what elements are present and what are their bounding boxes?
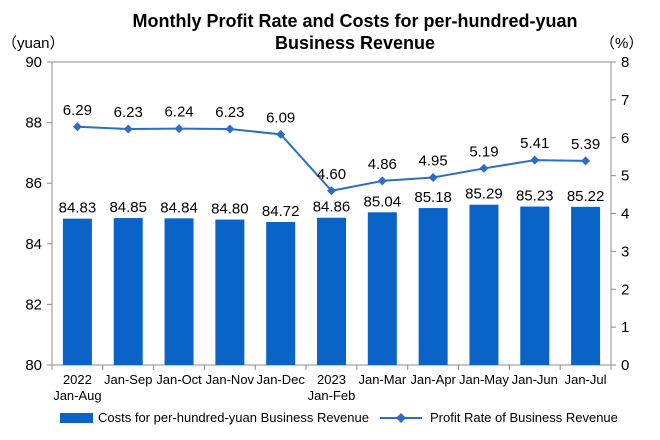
x-tick-label: Jan-Sep — [104, 372, 152, 387]
chart-title-line-1: Monthly Profit Rate and Costs for per-hu… — [132, 11, 577, 31]
bar-value-label: 84.86 — [313, 199, 351, 216]
bar — [520, 206, 550, 365]
bar-value-label: 84.72 — [262, 203, 300, 220]
line-marker — [530, 155, 540, 165]
chart-title-line-2: Business Revenue — [275, 33, 435, 53]
left-axis-unit: （yuan） — [2, 35, 65, 52]
right-tick-label: 5 — [621, 168, 629, 185]
bar — [418, 208, 448, 365]
right-tick-label: 2 — [621, 281, 629, 298]
line-series — [72, 122, 591, 196]
bar-value-label: 85.23 — [516, 188, 554, 205]
line-value-label: 6.09 — [266, 109, 295, 126]
x-tick-label: Jan-Jun — [512, 372, 558, 387]
line-value-label: 6.23 — [114, 104, 143, 121]
line-marker — [276, 129, 286, 139]
line-value-label: 6.23 — [215, 104, 244, 121]
line-marker — [225, 124, 235, 134]
line-value-label: 4.86 — [368, 156, 397, 173]
x-tick-label: Jan-Jul — [565, 372, 607, 387]
bar-value-label: 84.83 — [59, 200, 97, 217]
right-tick-label: 6 — [621, 130, 629, 147]
right-tick-label: 7 — [621, 92, 629, 109]
x-tick-label: Jan-Apr — [410, 372, 456, 387]
legend-line-label: Profit Rate of Business Revenue — [430, 410, 618, 425]
right-axis-unit: （%） — [600, 35, 643, 52]
bar-value-label: 84.85 — [109, 199, 147, 216]
right-tick-label: 1 — [621, 319, 629, 336]
line-marker — [428, 173, 438, 183]
left-tick-label: 82 — [25, 296, 42, 313]
left-tick-label: 84 — [25, 236, 42, 253]
x-tick-label: 2022 Jan-Aug — [53, 372, 101, 403]
legend: Costs for per-hundred-yuan Business Reve… — [60, 410, 618, 425]
bar — [113, 218, 143, 365]
bar-value-label: 85.29 — [465, 186, 503, 203]
bar-value-label: 85.04 — [364, 193, 402, 210]
x-tick-label: 2023 Jan-Feb — [308, 372, 356, 403]
right-tick-label: 4 — [621, 206, 629, 223]
bar — [62, 218, 92, 365]
x-tick-label: Jan-Dec — [256, 372, 305, 387]
bar-value-label: 85.18 — [414, 189, 452, 206]
bar — [215, 219, 245, 365]
left-tick-label: 86 — [25, 175, 42, 192]
left-tick-label: 90 — [25, 54, 42, 71]
bar — [469, 204, 499, 365]
line-value-label: 5.39 — [571, 136, 600, 153]
line-value-label: 6.29 — [63, 102, 92, 119]
right-tick-label: 8 — [621, 54, 629, 71]
line-value-label: 5.19 — [469, 143, 498, 160]
line-marker — [327, 186, 336, 196]
bar — [266, 221, 296, 365]
bar-value-label: 84.80 — [211, 201, 249, 218]
x-tick-label: Jan-Oct — [156, 372, 202, 387]
line-marker — [72, 122, 82, 132]
x-tick-label: Jan-Mar — [358, 372, 406, 387]
x-tick-label: Jan-May — [459, 372, 509, 387]
right-tick-label: 0 — [621, 357, 629, 374]
left-tick-label: 88 — [25, 115, 42, 132]
line-value-label: 4.60 — [317, 166, 346, 183]
line-marker — [123, 124, 133, 134]
line-marker — [479, 163, 489, 173]
legend-bar-label: Costs for per-hundred-yuan Business Reve… — [98, 410, 369, 425]
left-tick-label: 80 — [25, 357, 42, 374]
data-labels: 84.83 84.85 84.84 84.80 84.72 84.86 85.04 85.18… — [59, 102, 605, 220]
bar-value-label: 84.84 — [160, 199, 198, 216]
line-value-label: 6.24 — [164, 104, 193, 121]
line-marker — [581, 156, 591, 166]
bar — [571, 206, 601, 365]
bar — [317, 217, 346, 365]
line-marker — [174, 124, 184, 134]
bar — [367, 212, 397, 365]
line-value-label: 4.95 — [419, 153, 448, 170]
legend-bar-swatch — [60, 413, 93, 423]
bar-series — [62, 204, 601, 365]
line-marker — [377, 176, 387, 186]
right-tick-label: 3 — [621, 243, 629, 260]
bar — [164, 218, 194, 365]
bar-value-label: 85.22 — [567, 188, 605, 205]
legend-line-marker — [396, 413, 406, 423]
line-value-label: 5.41 — [520, 135, 549, 152]
x-tick-label: Jan-Nov — [206, 372, 255, 387]
